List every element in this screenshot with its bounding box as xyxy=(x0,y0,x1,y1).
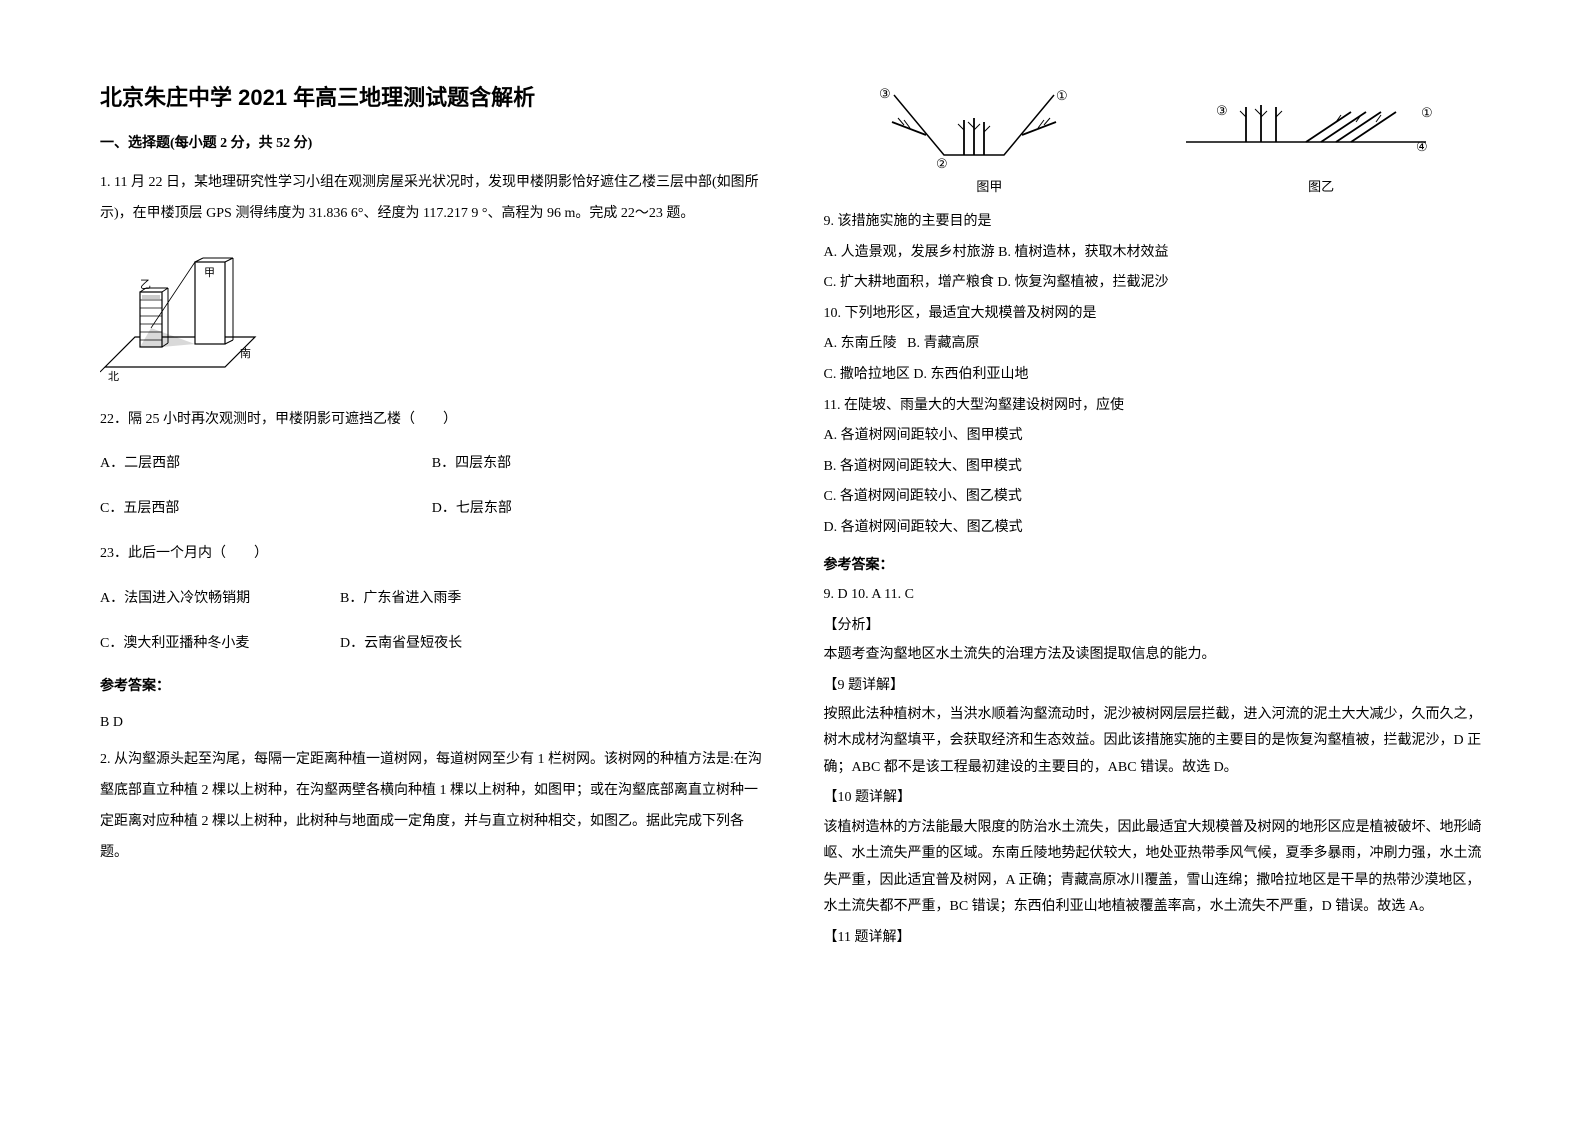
label-north: 北 xyxy=(108,370,119,382)
q10-opt-b: B. 青藏高原 xyxy=(907,336,979,351)
label-yi: 乙 xyxy=(140,278,151,291)
building-diagram-container: 北 南 甲 乙 xyxy=(100,252,764,387)
q1-stem: 1. 11 月 22 日，某地理研究性学习小组在观测房屋采光状况时，发现甲楼阴影… xyxy=(100,168,764,230)
q11-opt-d: D. 各道树网间距较大、图乙模式 xyxy=(824,515,1488,542)
q23-opt-d: D．云南省昼短夜长 xyxy=(340,629,580,660)
q22-options-row1: A．二层西部 B．四层东部 xyxy=(100,449,764,480)
right-column: ① ② ③ ① ③ ④ xyxy=(824,80,1488,1082)
q22-options-row2: C．五层西部 D．七层东部 xyxy=(100,494,764,525)
q22-opt-a: A．二层西部 xyxy=(100,449,432,480)
q22-opt-d: D．七层东部 xyxy=(432,494,764,525)
q1-answer-header: 参考答案： xyxy=(100,673,764,701)
diag-a-label-2: ② xyxy=(936,156,948,170)
q22-opt-c: C．五层西部 xyxy=(100,494,432,525)
label-south: 南 xyxy=(240,347,251,360)
q11-opt-c: C. 各道树网间距较小、图乙模式 xyxy=(824,484,1488,511)
q23-opt-c: C．澳大利亚播种冬小麦 xyxy=(100,629,340,660)
diag-b-label-4: ④ xyxy=(1416,139,1428,153)
analysis-text: 本题考查沟壑地区水土流失的治理方法及读图提取信息的能力。 xyxy=(824,642,1488,669)
q10-stem: 10. 下列地形区，最适宜大规模普及树网的是 xyxy=(824,301,1488,328)
q11-opt-a: A. 各道树网间距较小、图甲模式 xyxy=(824,423,1488,450)
answers2-header: 参考答案： xyxy=(824,554,1488,574)
diag-a-label-1: ① xyxy=(1056,88,1068,103)
q9-stem: 9. 该措施实施的主要目的是 xyxy=(824,209,1488,236)
q9-row2: C. 扩大耕地面积，增产粮食 D. 恢复沟壑植被，拦截泥沙 xyxy=(824,270,1488,297)
q9-opt-a: A. 人造景观，发展乡村旅游 xyxy=(824,245,995,260)
q23-options-row1: A．法国进入冷饮畅销期 B．广东省进入雨季 xyxy=(100,584,764,615)
q10-opt-a: A. 东南丘陵 xyxy=(824,336,897,351)
q11-opt-b: B. 各道树网间距较大、图甲模式 xyxy=(824,454,1488,481)
label-jia: 甲 xyxy=(204,267,215,279)
q23-opt-a: A．法国进入冷饮畅销期 xyxy=(100,584,340,615)
section-header: 一、选择题(每小题 2 分，共 52 分) xyxy=(100,132,764,152)
document-title: 北京朱庄中学 2021 年高三地理测试题含解析 xyxy=(100,80,764,112)
q23-opt-b: B．广东省进入雨季 xyxy=(340,584,580,615)
diagram-captions: 图甲 图乙 xyxy=(824,176,1488,195)
q10-row2: C. 撒哈拉地区 D. 东西伯利亚山地 xyxy=(824,362,1488,389)
q9-opt-b: B. 植树造林，获取木材效益 xyxy=(998,245,1168,260)
building-diagram: 北 南 甲 乙 xyxy=(100,252,260,382)
q9-explain-text: 按照此法种植树木，当洪水顺着沟壑流动时，泥沙被树网层层拦截，进入河流的泥土大大减… xyxy=(824,702,1488,782)
tree-diagrams-row: ① ② ③ ① ③ ④ xyxy=(824,80,1488,170)
q9-row1: A. 人造景观，发展乡村旅游 B. 植树造林，获取木材效益 xyxy=(824,240,1488,267)
diag-b-label-1: ① xyxy=(1421,105,1433,120)
q10-opt-d: D. 东西伯利亚山地 xyxy=(913,367,1028,382)
answers2-line: 9. D 10. A 11. C xyxy=(824,582,1488,607)
q1-answer: B D xyxy=(100,709,764,737)
q10-row1: A. 东南丘陵 B. 青藏高原 xyxy=(824,331,1488,358)
q9-opt-d: D. 恢复沟壑植被，拦截泥沙 xyxy=(997,275,1168,290)
tree-diagram-a: ① ② ③ xyxy=(874,80,1074,170)
q10-explain-header: 【10 题详解】 xyxy=(824,785,1488,810)
q9-opt-c: C. 扩大耕地面积，增产粮食 xyxy=(824,275,994,290)
caption-a: 图甲 xyxy=(976,176,1002,195)
q23-stem: 23．此后一个月内（ ） xyxy=(100,539,764,570)
q11-stem: 11. 在陡坡、雨量大的大型沟壑建设树网时，应使 xyxy=(824,393,1488,420)
q2-stem: 2. 从沟壑源头起至沟尾，每隔一定距离种植一道树网，每道树网至少有 1 栏树网。… xyxy=(100,745,764,868)
tree-diagram-b: ① ③ ④ xyxy=(1176,97,1436,153)
q22-stem: 22．隔 25 小时再次观测时，甲楼阴影可遮挡乙楼（ ） xyxy=(100,405,764,436)
left-column: 北京朱庄中学 2021 年高三地理测试题含解析 一、选择题(每小题 2 分，共 … xyxy=(100,80,764,1082)
q23-options-row2: C．澳大利亚播种冬小麦 D．云南省昼短夜长 xyxy=(100,629,764,660)
analysis-header: 【分析】 xyxy=(824,613,1488,638)
q10-opt-c: C. 撒哈拉地区 xyxy=(824,367,910,382)
q22-opt-b: B．四层东部 xyxy=(432,449,764,480)
diag-a-label-3: ③ xyxy=(879,86,891,101)
caption-b: 图乙 xyxy=(1308,176,1334,195)
q10-explain-text: 该植树造林的方法能最大限度的防治水土流失，因此最适宜大规模普及树网的地形区应是植… xyxy=(824,815,1488,921)
q11-explain-header: 【11 题详解】 xyxy=(824,925,1488,950)
q9-explain-header: 【9 题详解】 xyxy=(824,673,1488,698)
diag-b-label-3: ③ xyxy=(1216,103,1228,118)
